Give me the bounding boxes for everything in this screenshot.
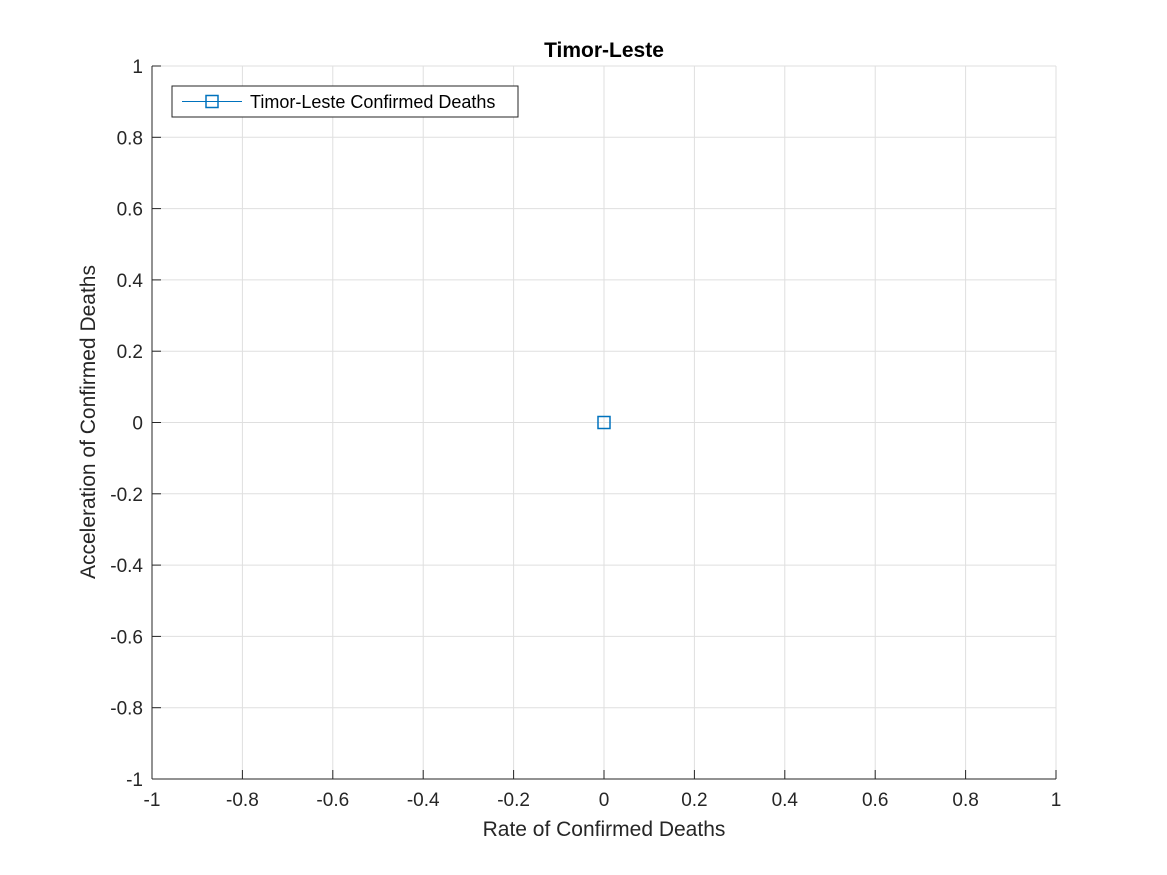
legend-marker-square-icon <box>205 94 219 109</box>
x-tick-label: 0.2 <box>681 790 707 811</box>
y-tick-label: -0.6 <box>110 627 143 648</box>
x-tick-label: -0.8 <box>226 790 259 811</box>
y-tick-label: -0.8 <box>110 699 143 720</box>
x-ticks: -1 -0.8 -0.6 -0.4 -0.2 0 0.2 0.4 0.6 0.8 1 <box>144 770 1062 811</box>
chart-title: Timor-Leste <box>544 39 664 62</box>
y-tick-label: 0.2 <box>117 342 143 363</box>
y-tick-label: 1 <box>132 57 143 78</box>
y-tick-label: 0.6 <box>117 200 143 221</box>
x-tick-label: -0.6 <box>316 790 349 811</box>
y-tick-label: 0 <box>132 414 143 435</box>
x-axis-label: Rate of Confirmed Deaths <box>483 818 726 841</box>
x-tick-label: 1 <box>1051 790 1062 811</box>
data-point <box>597 415 611 430</box>
x-tick-label: -1 <box>144 790 161 811</box>
y-tick-label: -1 <box>126 770 143 791</box>
grid <box>151 65 1057 780</box>
x-tick-label: 0.4 <box>772 790 799 811</box>
y-ticks: -1 -0.8 -0.6 -0.4 -0.2 0 0.2 0.4 0.6 0.8 1 <box>110 57 161 791</box>
legend-entry-label: Timor-Leste Confirmed Deaths <box>250 92 495 112</box>
y-tick-label: -0.4 <box>110 556 143 577</box>
series <box>597 415 611 430</box>
legend: Timor-Leste Confirmed Deaths <box>171 85 519 118</box>
x-tick-label: -0.2 <box>497 790 530 811</box>
y-tick-label: 0.8 <box>117 128 143 149</box>
x-tick-label: 0.8 <box>952 790 978 811</box>
y-tick-label: -0.2 <box>110 485 143 506</box>
x-tick-label: 0 <box>599 790 610 811</box>
y-axis-label: Acceleration of Confirmed Deaths <box>77 265 100 579</box>
x-tick-label: 0.6 <box>862 790 888 811</box>
y-tick-label: 0.4 <box>117 271 144 292</box>
x-tick-label: -0.4 <box>407 790 440 811</box>
